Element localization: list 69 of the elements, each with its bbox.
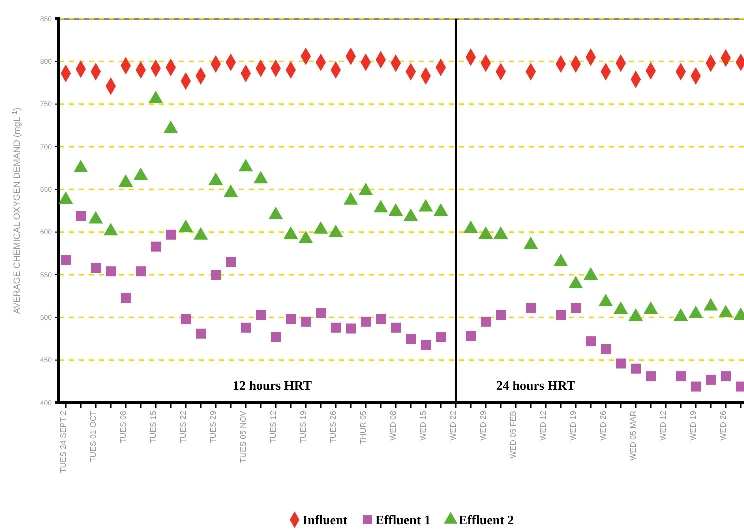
- point: [676, 372, 686, 382]
- point: [136, 266, 146, 277]
- point: [166, 230, 176, 240]
- point: [151, 242, 161, 252]
- point: [406, 334, 416, 344]
- point: [286, 314, 296, 324]
- point: [631, 364, 641, 374]
- legend-label: Effluent 2: [458, 512, 514, 528]
- point: [421, 340, 431, 350]
- x-tick-label: WED 22: [448, 410, 458, 441]
- point: [586, 336, 596, 347]
- point: [256, 310, 266, 320]
- point: [271, 332, 281, 342]
- point: [391, 322, 401, 333]
- point: [556, 310, 566, 320]
- point: [436, 332, 446, 342]
- point: [526, 303, 536, 314]
- legend-label: Effluent 1: [376, 512, 431, 528]
- x-tick-label: WED 12: [538, 410, 548, 441]
- x-tick-label: TUES 24 SEPT 2: [58, 410, 68, 474]
- point: [226, 257, 236, 268]
- annotation: 12 hours HRT: [232, 378, 312, 393]
- point: [106, 266, 116, 277]
- x-tick-label: THUR 05: [358, 410, 368, 444]
- point: [211, 270, 221, 280]
- point: [181, 314, 191, 324]
- x-tick-label: TUES 08: [118, 410, 128, 444]
- point: [481, 316, 491, 327]
- point: [346, 324, 356, 334]
- point: [691, 382, 701, 392]
- x-tick-label: TUES 29: [208, 410, 218, 444]
- point: [706, 374, 716, 385]
- point: [241, 322, 251, 333]
- x-tick-label: TUES 12: [268, 410, 278, 444]
- x-tick-label: TUES 19: [298, 410, 308, 444]
- x-tick-label: TUES 05 NOV: [238, 410, 248, 464]
- point: [496, 310, 506, 320]
- x-tick-label: WED 19: [568, 410, 578, 441]
- point: [196, 328, 206, 339]
- x-tick-label: WED 26: [598, 410, 608, 441]
- point: [466, 331, 476, 342]
- point: [331, 322, 341, 333]
- legend-label: Influent: [302, 512, 348, 528]
- point: [121, 293, 131, 304]
- x-tick-label: WED 05 MAR: [628, 410, 638, 461]
- point: [61, 255, 71, 266]
- annotation: 24 hours HRT: [496, 378, 576, 393]
- point: [616, 358, 626, 369]
- point: [76, 211, 86, 222]
- x-tick-label: WED 26: [718, 410, 728, 441]
- point: [646, 372, 656, 382]
- x-tick-label: TUES 01 OCT: [88, 410, 98, 463]
- point: [361, 316, 371, 327]
- x-tick-label: TUES 22: [178, 410, 188, 444]
- point: [301, 316, 311, 327]
- x-tick-label: WED 29: [478, 410, 488, 441]
- x-tick-label: TUES 15: [148, 410, 158, 444]
- x-tick-label: WED 05 FEB: [508, 411, 518, 459]
- point: [601, 344, 611, 354]
- x-tick-label: TUES 26: [328, 410, 338, 444]
- x-tick-label: WED 15: [418, 410, 428, 441]
- x-tick-label: WED 12: [658, 410, 668, 441]
- x-tick-label: WED 08: [388, 410, 398, 441]
- point: [721, 372, 731, 382]
- point: [571, 303, 581, 314]
- x-tick-label: WED 19: [688, 410, 698, 441]
- point: [376, 314, 386, 324]
- point: [91, 263, 101, 274]
- point: [316, 308, 326, 318]
